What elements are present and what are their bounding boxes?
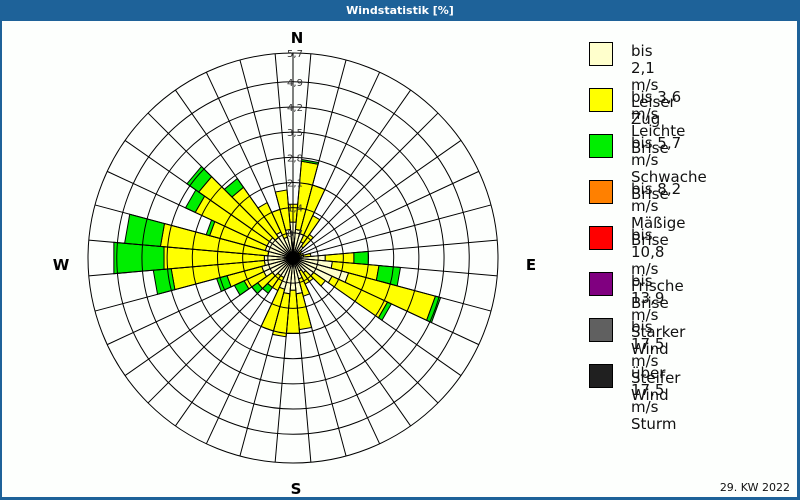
radial-tick-label: 2,8 [287, 153, 303, 164]
grid-spoke [175, 257, 294, 427]
legend-swatch [589, 180, 613, 204]
radial-tick-label: 4,2 [287, 103, 303, 114]
legend-label: Schwache Brise [631, 168, 707, 203]
grid-spoke [292, 257, 411, 427]
grid-spoke [124, 257, 294, 376]
legend-label: Leichte Brise [631, 122, 686, 157]
grid-spoke [106, 257, 294, 346]
legend-label: Mäßige Brise [631, 214, 686, 249]
grid-spoke [292, 89, 411, 259]
grid-spoke [88, 257, 294, 277]
grid-spoke [88, 239, 294, 259]
legend-range: bis 2,1 m/s [631, 42, 659, 94]
chart-frame [0, 21, 800, 500]
legend-swatch [589, 318, 613, 342]
grid-spoke [147, 257, 294, 404]
week-label: 29. KW 2022 [719, 481, 790, 494]
legend-label: Starker Wind [631, 323, 686, 358]
legend-swatch [589, 226, 613, 250]
legend-label: Leiser Zug [631, 93, 676, 128]
grid-spoke [292, 59, 347, 259]
chart-title: Windstatistik [%] [0, 0, 800, 21]
legend-range: bis 5,7 m/s [631, 134, 682, 169]
grid-spoke [292, 257, 381, 445]
grid-spoke [274, 53, 294, 259]
compass-s: S [291, 480, 302, 497]
compass-w: W [53, 256, 70, 274]
legend-label: Steifer Wind [631, 369, 681, 404]
grid-spoke [205, 71, 294, 259]
grid-spoke [292, 170, 480, 259]
grid-spoke [292, 257, 439, 404]
legend-swatch [589, 364, 613, 388]
radial-tick-label: 3,5 [287, 128, 303, 139]
grid-spoke [292, 257, 480, 346]
grid-spoke [292, 257, 462, 376]
compass-e: E [526, 256, 536, 274]
compass-n: N [291, 29, 304, 47]
grid-spoke [274, 257, 294, 463]
grid-spoke [239, 59, 294, 259]
legend-swatch [589, 272, 613, 296]
radial-tick-label: 4,9 [287, 78, 303, 89]
legend-range: bis 17,5 m/s [631, 318, 665, 370]
grid-spoke [239, 257, 294, 457]
grid-spoke [292, 239, 498, 259]
legend-swatch [589, 88, 613, 112]
legend-swatch [589, 42, 613, 66]
legend-label: Sturm [631, 415, 677, 433]
grid-spoke [147, 112, 294, 259]
radial-tick-label: 5,7 [287, 49, 303, 60]
grid-spoke [292, 53, 312, 259]
rose-grid [87, 52, 499, 464]
legend-range: bis 8,2 m/s [631, 180, 682, 215]
grid-spoke [175, 89, 294, 259]
grid-spoke [124, 140, 294, 259]
rose-petal-segment [113, 241, 165, 275]
grid-spoke [292, 140, 462, 259]
grid-spoke [292, 204, 492, 259]
grid-spoke [292, 257, 492, 312]
rose-petal-segment [353, 250, 369, 266]
radial-tick-label: 0,7 [287, 229, 303, 240]
grid-spoke [205, 257, 294, 445]
legend-label: Frische Brise [631, 277, 684, 312]
grid-spoke [292, 257, 347, 457]
grid-spoke [292, 257, 312, 463]
legend-range: über 17,5 m/s [631, 364, 666, 416]
radial-tick-labels: 0,7 1,4 2,1 2,8 3,5 4,2 4,9 5,7 [287, 49, 303, 240]
wind-rose: 0,7 1,4 2,1 2,8 3,5 4,2 4,9 5,7 N E S W [53, 29, 536, 497]
grid-spoke [94, 257, 294, 312]
grid-spoke [292, 71, 381, 259]
rose-petals [113, 158, 442, 338]
radial-tick-label: 2,1 [287, 178, 303, 189]
rose-center [289, 254, 297, 262]
grid-spoke [106, 170, 294, 259]
grid-spoke [292, 112, 439, 259]
radial-tick-label: 1,4 [287, 204, 303, 215]
grid-spoke [94, 204, 294, 259]
legend-range: bis 10,8 m/s [631, 226, 665, 278]
legend-swatch [589, 134, 613, 158]
legend-range: bis 13,9 m/s [631, 272, 665, 324]
legend-range: bis 3,6 m/s [631, 88, 682, 123]
grid-spoke [292, 257, 498, 277]
